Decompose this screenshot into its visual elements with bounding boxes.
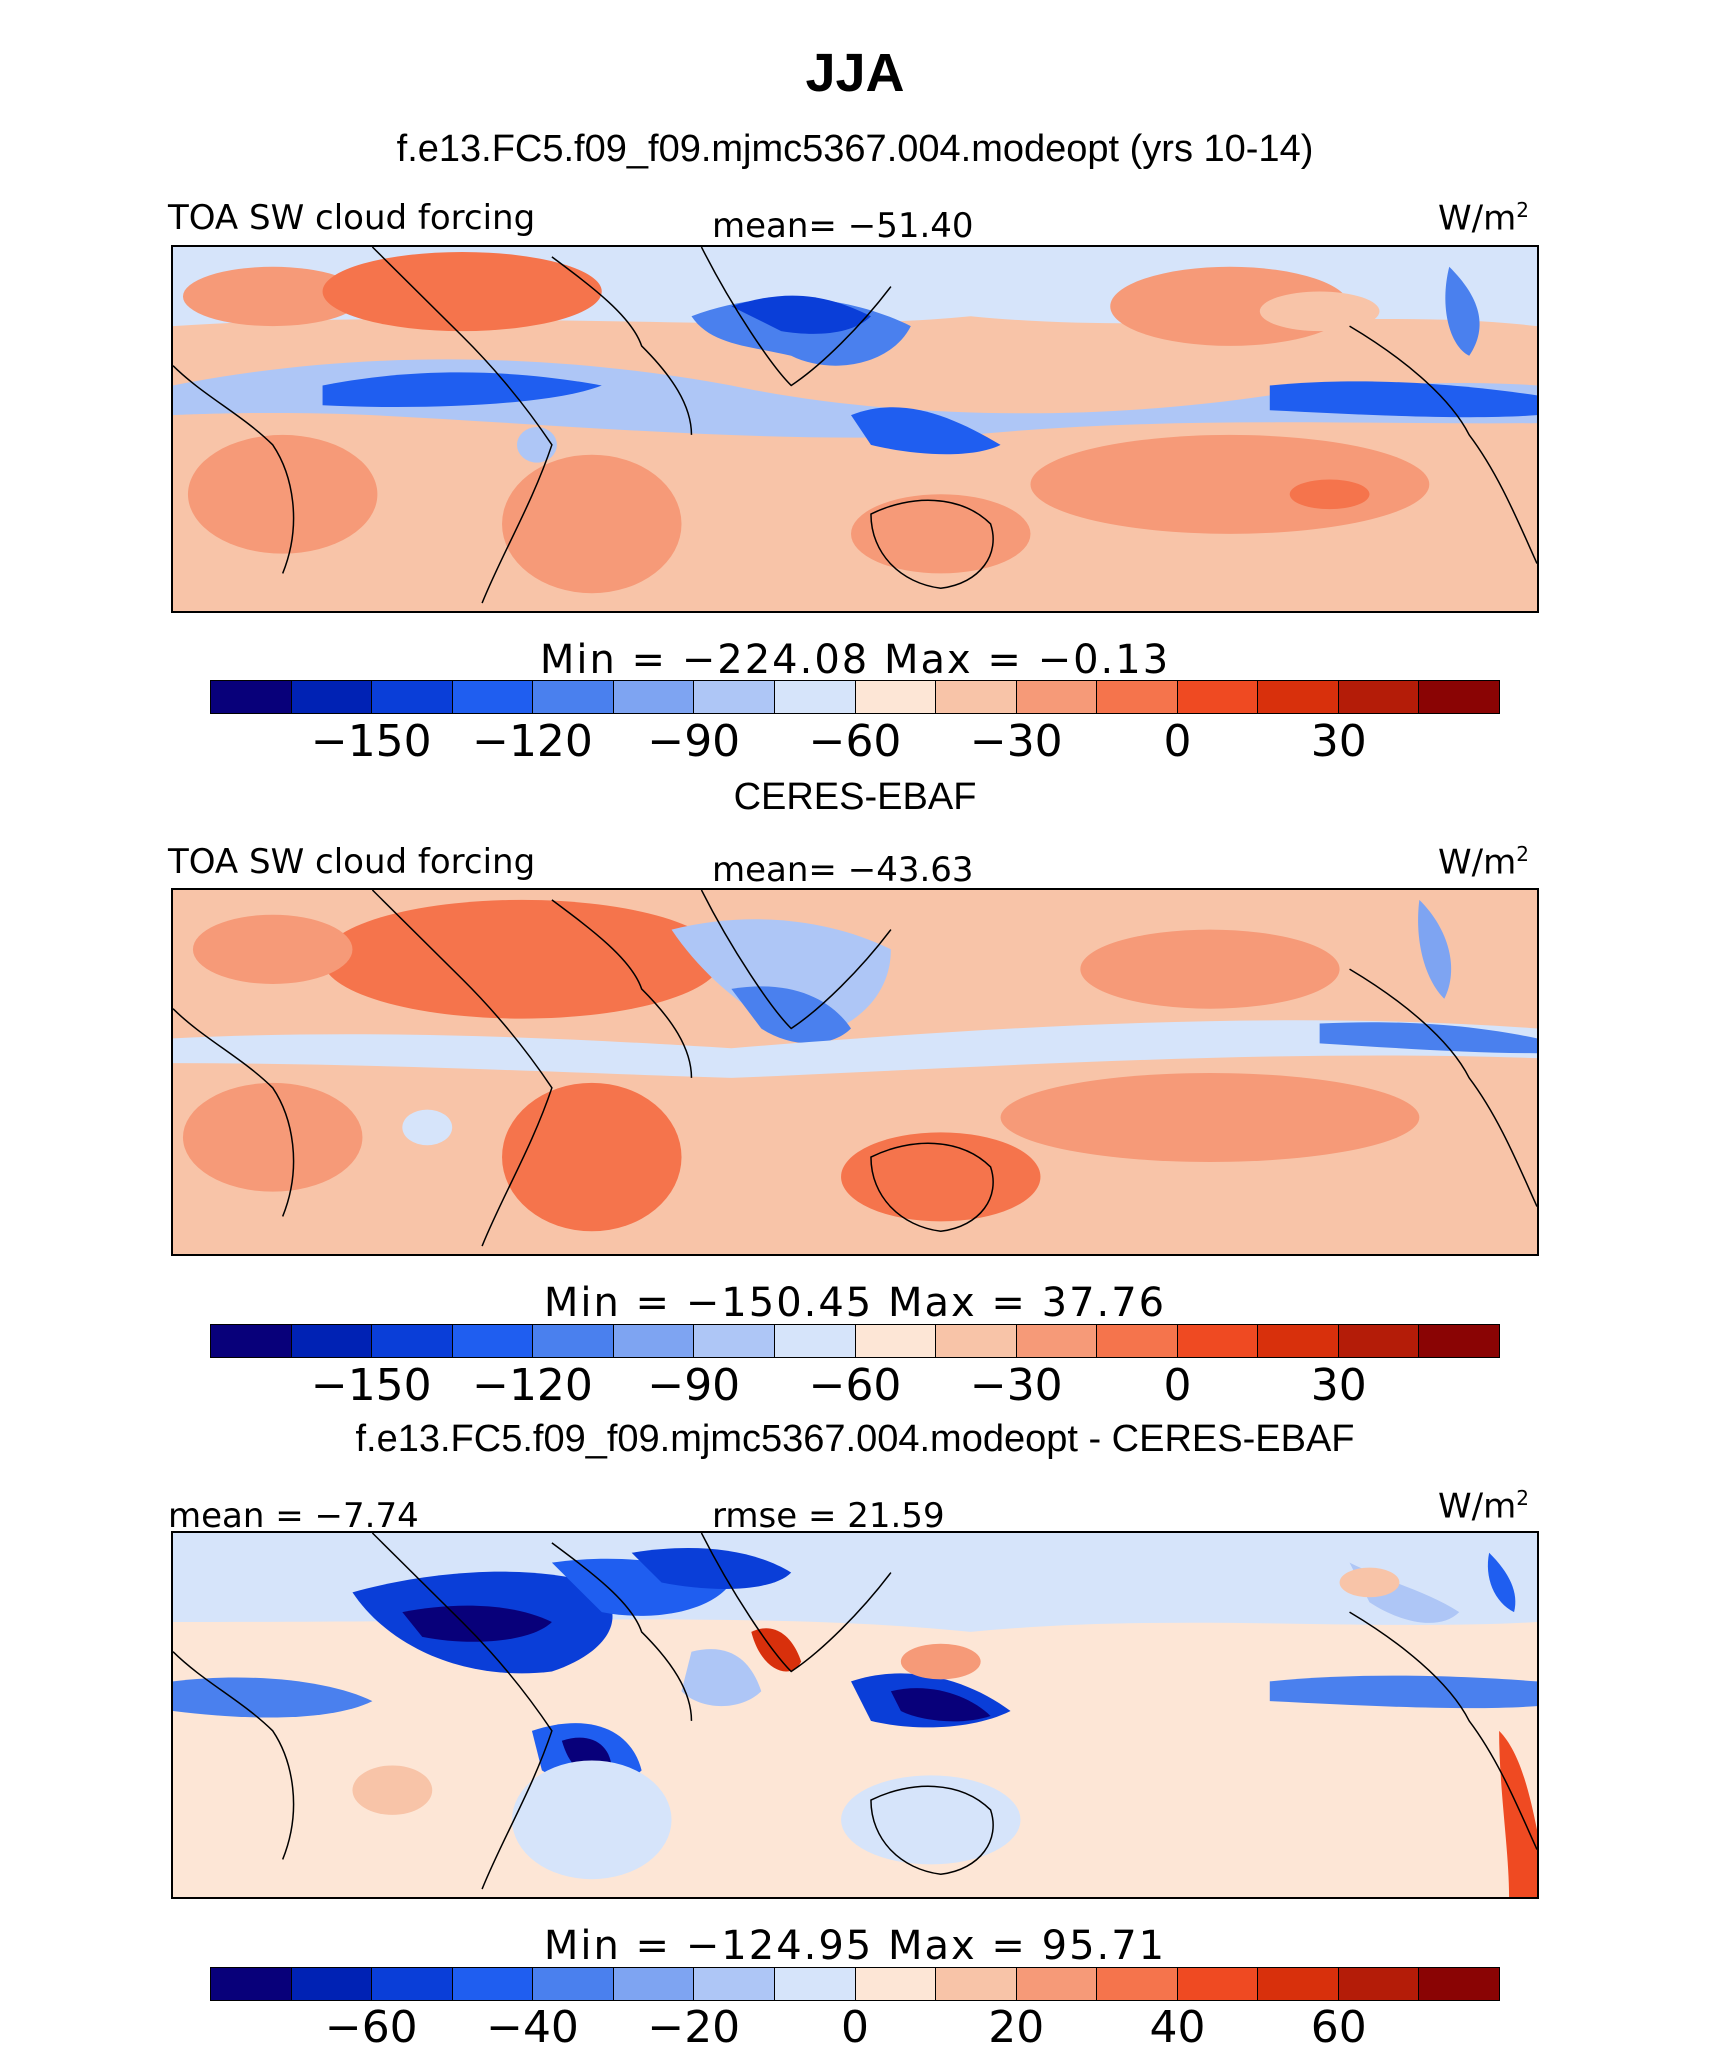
colorbar-swatch xyxy=(533,1325,614,1357)
panel-3-colorbar xyxy=(210,1967,1500,2001)
panel-2-title: CERES-EBAF xyxy=(733,776,977,818)
colorbar-tick: 0 xyxy=(1163,716,1192,767)
panel-2-colorbar-ticks: −150 −120 −90 −60 −30 0 30 xyxy=(210,1360,1500,1411)
colorbar-swatch xyxy=(533,1968,614,2000)
colorbar-tick: −60 xyxy=(324,2002,418,2053)
colorbar-tick: −20 xyxy=(647,2002,741,2053)
colorbar-swatch xyxy=(1177,1325,1259,1357)
colorbar-swatch xyxy=(452,1325,534,1357)
colorbar-swatch xyxy=(211,1968,292,2000)
panel-3-mean: mean = −7.74 xyxy=(168,1496,419,1536)
colorbar-swatch xyxy=(1016,681,1098,713)
panel-2-units: W/m2 xyxy=(1438,842,1529,883)
colorbar-tick: −60 xyxy=(808,1360,902,1411)
colorbar-swatch xyxy=(855,681,937,713)
colorbar-swatch xyxy=(1338,1968,1420,2000)
colorbar-tick: 40 xyxy=(1149,2002,1206,2053)
colorbar-swatch xyxy=(291,1968,373,2000)
panel-2-map xyxy=(171,888,1539,1256)
colorbar-swatch xyxy=(372,1968,453,2000)
colorbar-swatch xyxy=(211,1325,292,1357)
colorbar-swatch xyxy=(774,681,856,713)
panel-2-mean: mean= −43.63 xyxy=(712,850,974,890)
colorbar-swatch xyxy=(774,1968,856,2000)
colorbar-swatch xyxy=(1258,1968,1339,2000)
colorbar-swatch xyxy=(774,1325,856,1357)
colorbar-tick: 0 xyxy=(1163,1360,1192,1411)
colorbar-swatch xyxy=(1419,681,1499,713)
colorbar-swatch xyxy=(1177,681,1259,713)
colorbar-swatch xyxy=(855,1968,937,2000)
panel-3-map xyxy=(171,1531,1539,1899)
colorbar-tick: −150 xyxy=(310,1360,432,1411)
panel-1-mean: mean= −51.40 xyxy=(712,206,974,246)
panel-1-title: f.e13.FC5.f09_f09.mjmc5367.004.modeopt (… xyxy=(396,128,1314,170)
colorbar-swatch xyxy=(1338,1325,1420,1357)
colorbar-swatch xyxy=(1097,1968,1178,2000)
colorbar-swatch xyxy=(372,681,453,713)
colorbar-tick: 60 xyxy=(1310,2002,1367,2053)
colorbar-swatch xyxy=(1338,681,1420,713)
panel-1-variable: TOA SW cloud forcing xyxy=(168,198,536,238)
colorbar-swatch xyxy=(1419,1325,1499,1357)
panel-1-map xyxy=(171,245,1539,613)
colorbar-swatch xyxy=(936,1325,1017,1357)
colorbar-tick: 30 xyxy=(1310,716,1367,767)
colorbar-tick: −120 xyxy=(472,716,593,767)
colorbar-tick: −120 xyxy=(472,1360,593,1411)
colorbar-swatch xyxy=(1258,681,1339,713)
colorbar-tick: −30 xyxy=(969,1360,1063,1411)
colorbar-swatch xyxy=(452,681,534,713)
colorbar-swatch xyxy=(452,1968,534,2000)
panel-1-units: W/m2 xyxy=(1438,198,1529,239)
colorbar-tick: −90 xyxy=(647,1360,741,1411)
panel-3-minmax: Min = −124.95 Max = 95.71 xyxy=(543,1923,1167,1969)
colorbar-tick: 30 xyxy=(1310,1360,1367,1411)
panel-3-title: f.e13.FC5.f09_f09.mjmc5367.004.modeopt -… xyxy=(355,1418,1355,1460)
colorbar-swatch xyxy=(1097,1325,1178,1357)
colorbar-swatch xyxy=(694,1325,775,1357)
colorbar-swatch xyxy=(613,1325,695,1357)
colorbar-swatch xyxy=(1016,1325,1098,1357)
colorbar-swatch xyxy=(533,681,614,713)
panel-1-colorbar xyxy=(210,680,1500,714)
colorbar-swatch xyxy=(855,1325,937,1357)
colorbar-tick: −150 xyxy=(310,716,432,767)
colorbar-swatch xyxy=(291,1325,373,1357)
colorbar-swatch xyxy=(694,1968,775,2000)
panel-1-minmax: Min = −224.08 Max = −0.13 xyxy=(539,637,1171,683)
figure-title: JJA xyxy=(805,43,905,103)
panel-1-colorbar-ticks: −150 −120 −90 −60 −30 0 30 xyxy=(210,716,1500,767)
colorbar-tick: −40 xyxy=(486,2002,579,2053)
colorbar-swatch xyxy=(1097,681,1178,713)
colorbar-swatch xyxy=(291,681,373,713)
colorbar-tick: −90 xyxy=(647,716,741,767)
panel-3-units: W/m2 xyxy=(1438,1486,1529,1527)
colorbar-swatch xyxy=(1419,1968,1499,2000)
colorbar-swatch xyxy=(211,681,292,713)
colorbar-tick: −30 xyxy=(969,716,1063,767)
colorbar-tick: −60 xyxy=(808,716,902,767)
colorbar-swatch xyxy=(936,1968,1017,2000)
colorbar-swatch xyxy=(1258,1325,1339,1357)
colorbar-swatch xyxy=(936,681,1017,713)
colorbar-swatch xyxy=(1177,1968,1259,2000)
panel-2-colorbar xyxy=(210,1324,1500,1358)
colorbar-swatch xyxy=(613,1968,695,2000)
colorbar-tick: 20 xyxy=(988,2002,1045,2053)
panel-2-variable: TOA SW cloud forcing xyxy=(168,842,536,882)
panel-3-rmse: rmse = 21.59 xyxy=(712,1496,945,1536)
colorbar-swatch xyxy=(372,1325,453,1357)
colorbar-swatch xyxy=(694,681,775,713)
colorbar-swatch xyxy=(1016,1968,1098,2000)
panel-2-minmax: Min = −150.45 Max = 37.76 xyxy=(543,1280,1167,1326)
colorbar-swatch xyxy=(613,681,695,713)
colorbar-tick: 0 xyxy=(841,2002,869,2053)
panel-3-colorbar-ticks: −60 −40 −20 0 20 40 60 xyxy=(210,2002,1500,2053)
